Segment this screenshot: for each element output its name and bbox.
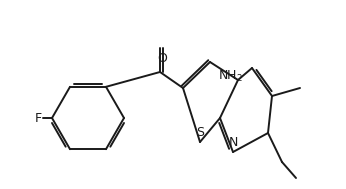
Text: NH$_2$: NH$_2$ xyxy=(218,68,243,84)
Text: F: F xyxy=(35,112,42,125)
Text: N: N xyxy=(228,136,238,149)
Text: S: S xyxy=(196,125,204,139)
Text: O: O xyxy=(157,51,167,64)
